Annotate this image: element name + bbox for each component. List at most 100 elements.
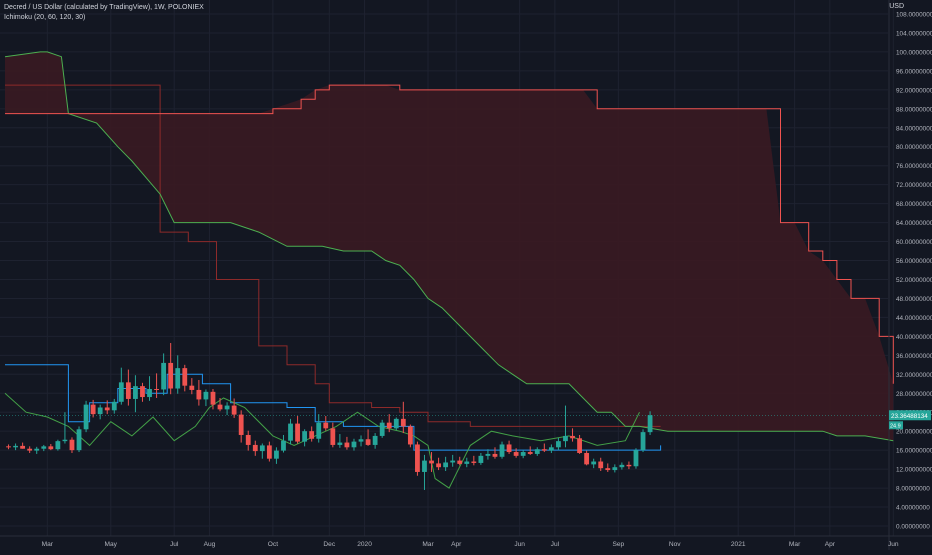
candle-body: [104, 407, 110, 411]
candle-down: [415, 441, 420, 476]
candle-up: [274, 447, 279, 464]
price-tick-label: 20.00000000: [896, 429, 932, 436]
symbol-title[interactable]: Decred / US Dollar (calculated by Tradin…: [4, 4, 204, 11]
time-tick-label: Mar: [422, 541, 434, 548]
candle-body: [443, 462, 449, 468]
candle-body: [125, 382, 131, 399]
candle-up: [288, 418, 293, 445]
leading-span-b: [5, 84, 894, 384]
candle-body: [330, 428, 336, 445]
candle-body: [379, 422, 385, 436]
candle-body: [577, 438, 582, 453]
price-tick-label: 4.00000000: [896, 505, 930, 512]
candle-up: [520, 450, 526, 459]
candle-body: [90, 404, 96, 415]
candle-body: [344, 442, 350, 448]
candle-down: [457, 456, 463, 466]
price-tick-label: 96.00000000: [896, 68, 932, 75]
price-tick-label: 36.00000000: [896, 353, 932, 360]
candle-body: [422, 460, 427, 472]
cloud-fill: [5, 51, 894, 441]
candle-down: [344, 436, 350, 450]
candle-body: [584, 452, 590, 465]
candle-up: [443, 456, 449, 472]
candle-body: [274, 450, 279, 459]
candle-body: [266, 445, 272, 459]
candle-down: [598, 457, 604, 472]
price-tick-label: 56.00000000: [896, 258, 932, 265]
candle-body: [400, 418, 406, 427]
candle-up: [612, 464, 618, 473]
candle-up: [591, 458, 597, 469]
ichimoku-cloud: [5, 51, 894, 441]
candle-down: [527, 446, 533, 455]
candle-body: [372, 435, 378, 445]
candle-down: [231, 398, 237, 418]
candle-up: [450, 454, 456, 467]
candle-down: [189, 378, 195, 395]
candle-up: [548, 444, 554, 453]
candle-up: [118, 367, 124, 405]
candle-down: [69, 437, 75, 453]
indicator-label[interactable]: Ichimoku (20, 60, 120, 30): [4, 14, 86, 21]
time-tick-label: Oct: [268, 541, 278, 548]
candlesticks: [6, 343, 653, 490]
price-tick-label: 64.00000000: [896, 220, 932, 227]
candle-up: [358, 435, 364, 447]
candle-body: [464, 461, 470, 464]
currency-label: USD: [889, 3, 904, 10]
candle-up: [111, 398, 117, 414]
candle-up: [133, 375, 138, 413]
candle-body: [147, 388, 152, 398]
time-tick-label: Mar: [789, 541, 801, 548]
candle-up: [351, 438, 357, 451]
candle-body: [41, 446, 47, 449]
candle-down: [309, 426, 315, 442]
candle-body: [506, 444, 512, 453]
candle-body: [485, 453, 491, 456]
price-axis[interactable]: 0.00000000 4.00000000 8.00000000 12.0000000…: [888, 0, 932, 550]
candle-up: [478, 452, 484, 465]
candle-body: [358, 439, 364, 442]
price-tick-label: 108.00000000: [896, 12, 932, 19]
candle-body: [302, 431, 308, 442]
candle-body: [478, 455, 484, 463]
candle-down: [584, 450, 590, 466]
candle-up: [640, 429, 646, 453]
candle-body: [534, 449, 540, 454]
candle-body: [513, 452, 519, 456]
candle-body: [520, 452, 526, 456]
candle-down: [506, 440, 512, 454]
last-price-badge[interactable]: 23.36488134: [889, 410, 931, 421]
candle-body: [570, 435, 575, 439]
candle-body: [48, 446, 54, 450]
candle-up: [647, 411, 653, 435]
time-axis[interactable]: Mar May Jul Aug Oct Dec 2020 Mar Apr Jun Jul Sep Nov…: [0, 535, 932, 548]
price-tick-label: 100.00000000: [896, 49, 932, 56]
last-price-badge-text: 23.36488134: [891, 413, 928, 420]
candle-up: [302, 429, 308, 447]
candle-body: [182, 368, 188, 386]
price-tick-label: 92.00000000: [896, 87, 932, 94]
price-tick-label: 48.00000000: [896, 296, 932, 303]
candle-body: [633, 450, 639, 467]
price-tick-label: 104.00000000: [896, 30, 932, 37]
last-price-badge-bg: [889, 410, 931, 421]
candle-up: [281, 434, 286, 453]
candle-down: [154, 373, 159, 398]
candle-up: [62, 412, 68, 444]
candle-body: [436, 463, 441, 468]
candle-up: [534, 447, 540, 456]
candle-body: [245, 434, 251, 445]
candle-up: [83, 400, 89, 433]
candle-up: [224, 402, 230, 416]
indicator-badge-text: 24.9: [890, 423, 901, 429]
time-tick-label: Apr: [825, 541, 836, 548]
candle-down: [125, 369, 131, 406]
candle-body: [407, 426, 413, 445]
candle-body: [457, 460, 463, 464]
leading-span-a: [4, 51, 894, 442]
candle-body: [154, 388, 159, 390]
